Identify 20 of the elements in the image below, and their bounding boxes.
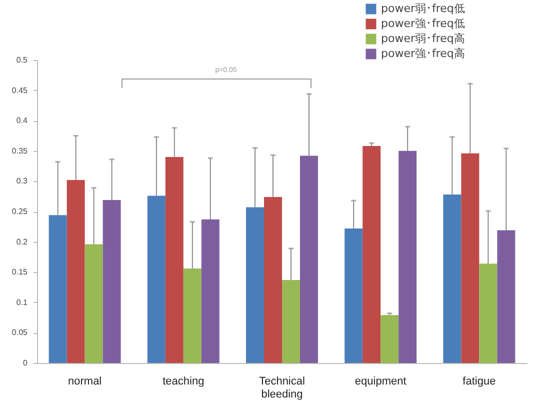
- x-tick-label: normal: [68, 376, 102, 388]
- x-tick-label: equipment: [354, 376, 406, 388]
- y-tick-label: 0.35: [12, 146, 28, 156]
- legend-label: power弱･freq低: [381, 2, 465, 15]
- y-tick-label: 0.1: [16, 298, 28, 307]
- legend-label: power強･freq高: [381, 47, 465, 60]
- legend-label: power弱･freq高: [381, 32, 465, 45]
- y-tick-label: 0.05: [12, 328, 28, 338]
- x-tick-label: fatigue: [462, 376, 496, 388]
- y-tick-label: 0.4: [16, 116, 28, 126]
- y-tick-label: 0.15: [12, 268, 28, 277]
- y-tick-label: 0: [23, 358, 28, 368]
- y-tick-label: 0.3: [16, 176, 28, 186]
- x-tick-label: Technical bleeding: [259, 376, 305, 400]
- x-tick-label: teaching: [162, 376, 204, 388]
- y-tick-label: 0.45: [12, 86, 28, 95]
- y-tick-label: 0.2: [16, 237, 28, 246]
- legend-label: power強･freq低: [381, 17, 465, 30]
- y-tick-label: 0.25: [12, 207, 28, 216]
- y-tick-label: 0.5: [16, 56, 28, 64]
